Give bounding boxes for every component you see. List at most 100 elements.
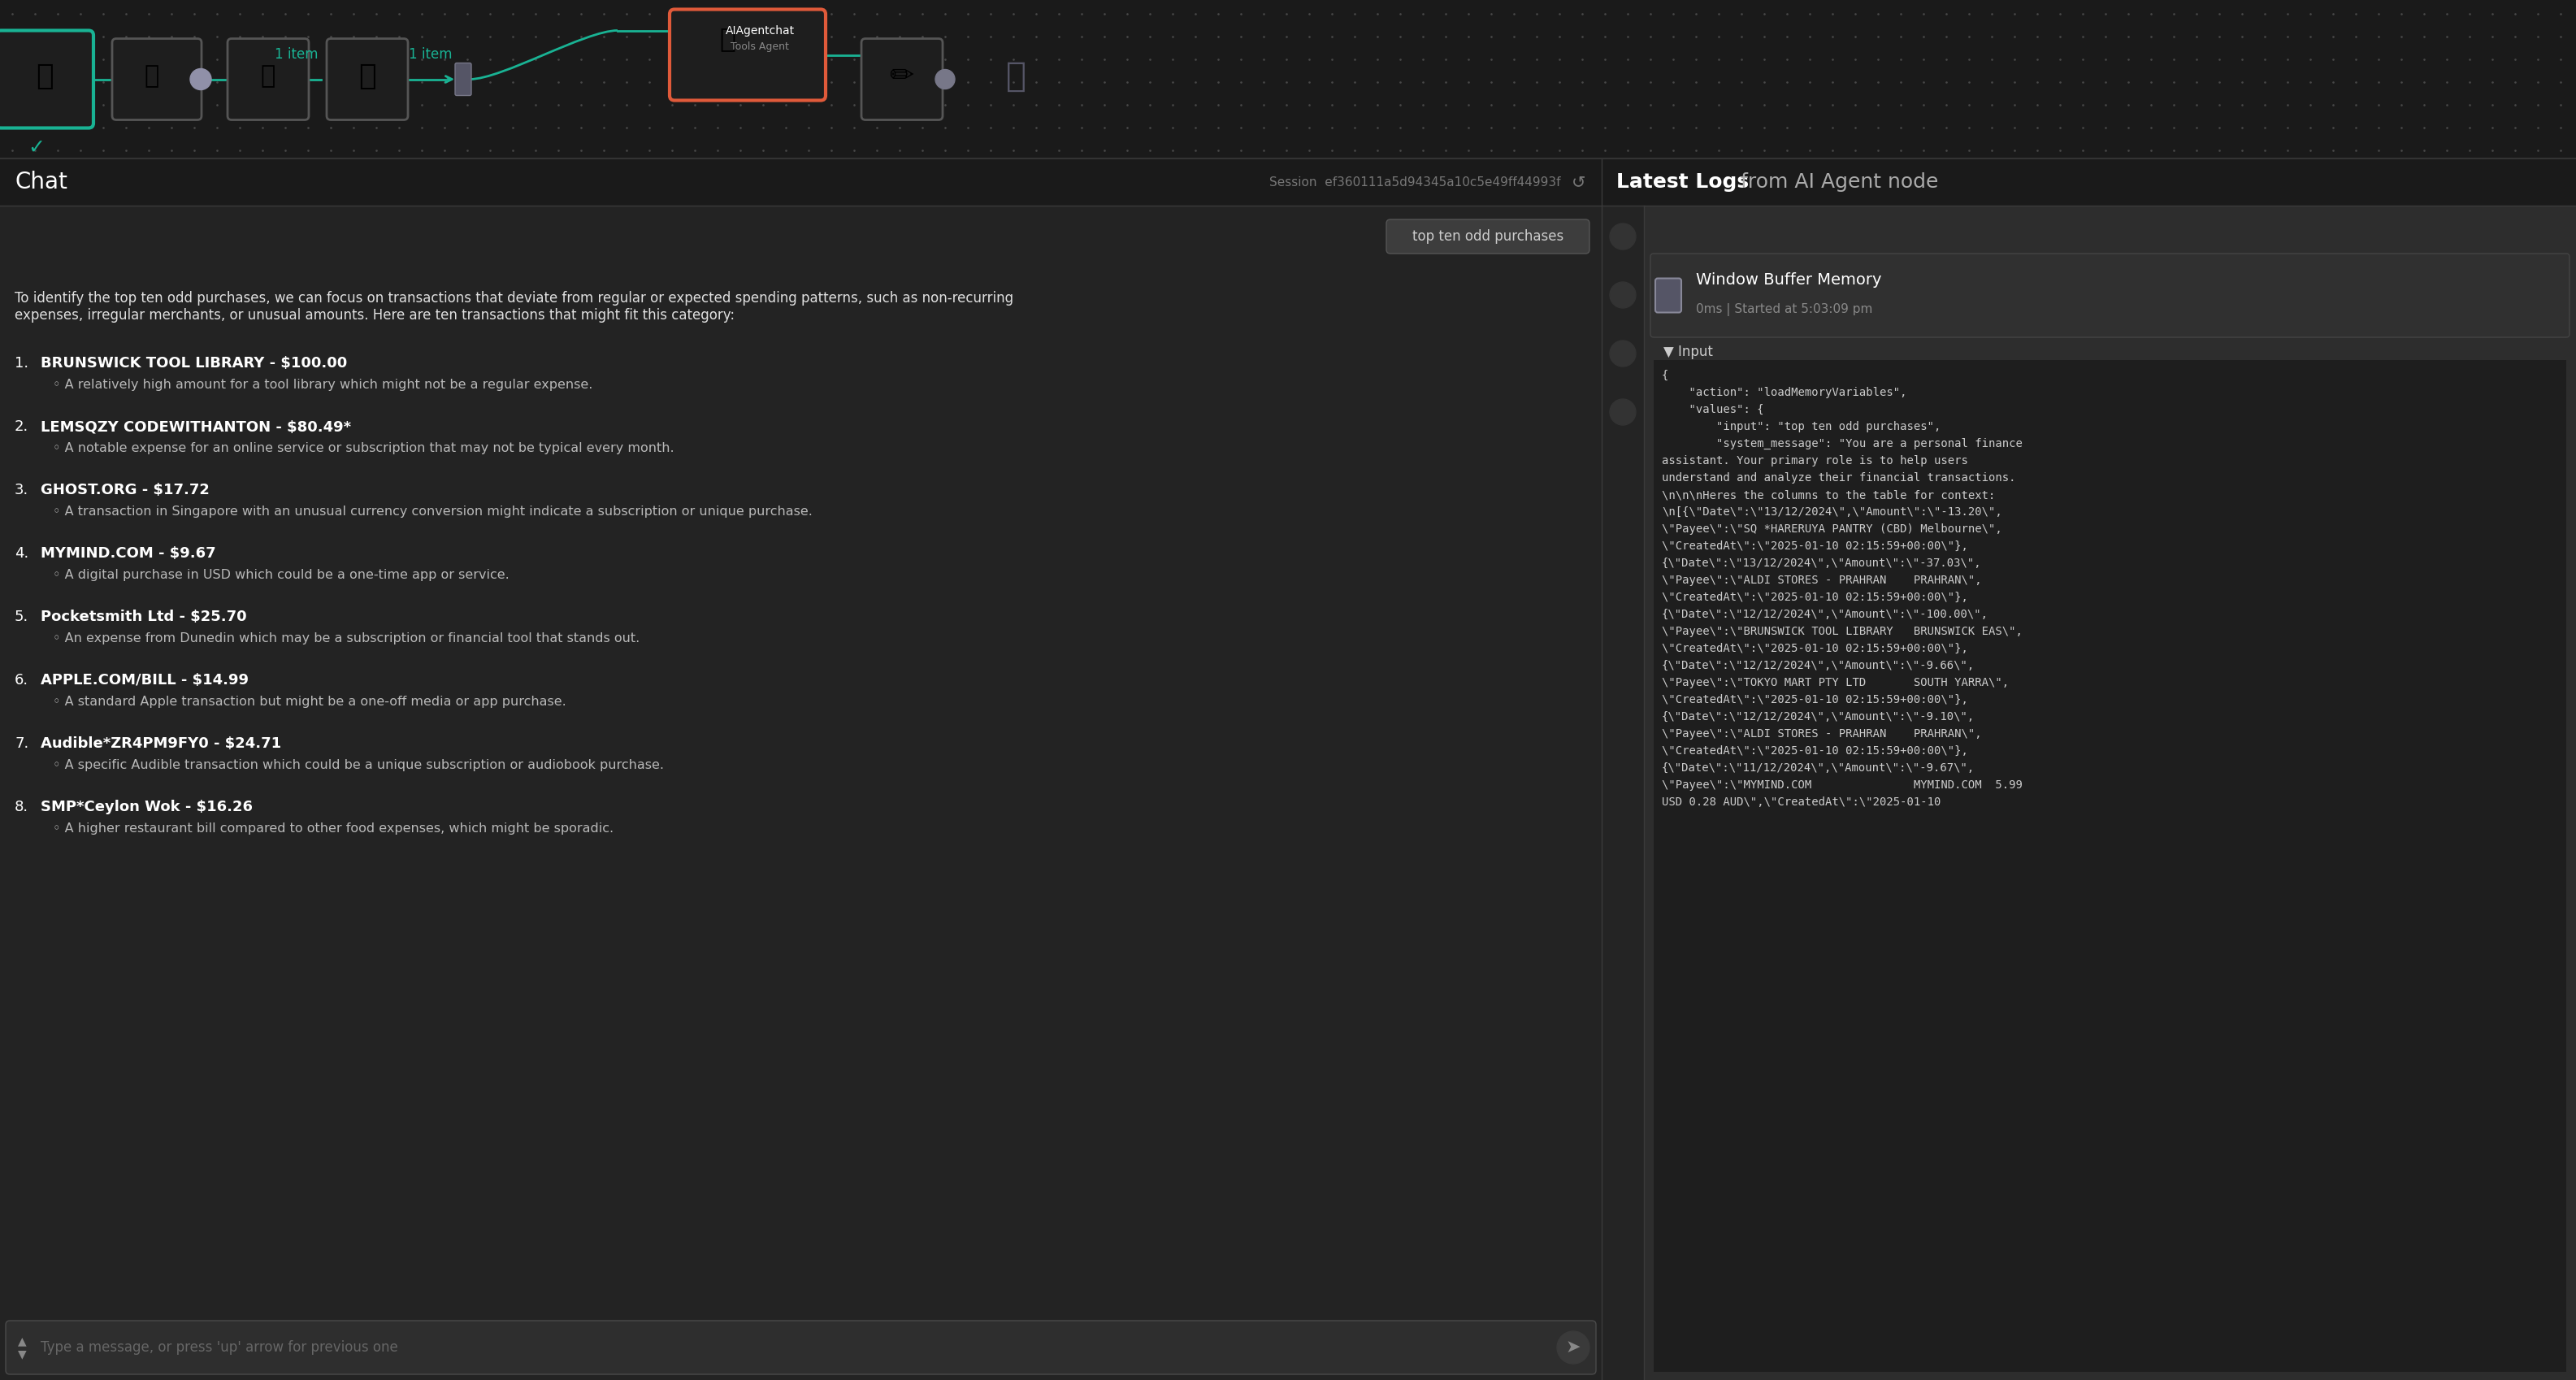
Text: Type a message, or press 'up' arrow for previous one: Type a message, or press 'up' arrow for … <box>41 1340 397 1355</box>
FancyBboxPatch shape <box>1602 159 2576 1380</box>
Text: 3.: 3. <box>15 483 28 497</box>
Text: from AI Agent node: from AI Agent node <box>1734 172 1937 192</box>
Text: ▼: ▼ <box>18 1348 26 1359</box>
Text: \"Payee\":\"BRUNSWICK TOOL LIBRARY   BRUNSWICK EAS\",: \"Payee\":\"BRUNSWICK TOOL LIBRARY BRUNS… <box>1662 625 2022 638</box>
Text: ◦ A digital purchase in USD which could be a one-time app or service.: ◦ A digital purchase in USD which could … <box>54 569 510 581</box>
Text: 🤖: 🤖 <box>719 25 734 52</box>
Text: Tools Agent: Tools Agent <box>732 41 788 52</box>
FancyBboxPatch shape <box>670 10 827 101</box>
Text: 8.: 8. <box>15 800 28 814</box>
Text: 🐛: 🐛 <box>358 62 376 90</box>
Text: AIAgentchat: AIAgentchat <box>726 25 793 36</box>
Text: 🔍: 🔍 <box>260 65 276 88</box>
Text: 0ms | Started at 5:03:09 pm: 0ms | Started at 5:03:09 pm <box>1695 304 1873 316</box>
FancyBboxPatch shape <box>5 1321 1597 1374</box>
Text: 🔍: 🔍 <box>144 65 160 88</box>
FancyBboxPatch shape <box>0 30 93 128</box>
Text: ◦ A relatively high amount for a tool library which might not be a regular expen: ◦ A relatively high amount for a tool li… <box>54 378 592 391</box>
Text: To identify the top ten odd purchases, we can focus on transactions that deviate: To identify the top ten odd purchases, w… <box>15 291 1012 323</box>
Text: \"CreatedAt\":\"2025-01-10 02:15:59+00:00\"},: \"CreatedAt\":\"2025-01-10 02:15:59+00:0… <box>1662 643 1968 654</box>
FancyBboxPatch shape <box>0 159 1602 1380</box>
Text: MYMIND.COM - $9.67: MYMIND.COM - $9.67 <box>41 546 216 560</box>
Text: 5.: 5. <box>15 610 28 624</box>
Text: Pocketsmith Ltd - $25.70: Pocketsmith Ltd - $25.70 <box>41 610 247 624</box>
Text: "values": {: "values": { <box>1662 404 1765 415</box>
Text: \"Payee\":\"SQ *HARERUYA PANTRY (CBD) Melbourne\",: \"Payee\":\"SQ *HARERUYA PANTRY (CBD) Me… <box>1662 523 2002 535</box>
FancyBboxPatch shape <box>1656 279 1682 312</box>
Text: BRUNSWICK TOOL LIBRARY - $100.00: BRUNSWICK TOOL LIBRARY - $100.00 <box>41 356 348 371</box>
Text: understand and analyze their financial transactions.: understand and analyze their financial t… <box>1662 472 2014 483</box>
Text: \n\n\nHeres the columns to the table for context:: \n\n\nHeres the columns to the table for… <box>1662 490 1996 501</box>
Text: ▲: ▲ <box>18 1336 26 1347</box>
Text: "system_message": "You are a personal finance: "system_message": "You are a personal fi… <box>1662 437 2022 450</box>
FancyBboxPatch shape <box>113 39 201 120</box>
Text: top ten odd purchases: top ten odd purchases <box>1412 229 1564 244</box>
Text: 2.: 2. <box>15 420 28 433</box>
FancyBboxPatch shape <box>1602 206 1643 1380</box>
FancyBboxPatch shape <box>0 159 1602 206</box>
Text: \"Payee\":\"TOKYO MART PTY LTD       SOUTH YARRA\",: \"Payee\":\"TOKYO MART PTY LTD SOUTH YAR… <box>1662 678 2009 689</box>
Text: 1 item: 1 item <box>276 47 319 61</box>
Text: "input": "top ten odd purchases",: "input": "top ten odd purchases", <box>1662 421 1940 432</box>
FancyBboxPatch shape <box>0 0 2576 159</box>
Text: {\"Date\":\"12/12/2024\",\"Amount\":\"-100.00\",: {\"Date\":\"12/12/2024\",\"Amount\":\"-1… <box>1662 609 1989 620</box>
Text: APPLE.COM/BILL - $14.99: APPLE.COM/BILL - $14.99 <box>41 673 250 687</box>
Text: \"Payee\":\"ALDI STORES - PRAHRAN    PRAHRAN\",: \"Payee\":\"ALDI STORES - PRAHRAN PRAHRA… <box>1662 574 1981 586</box>
Text: ◦ A specific Audible transaction which could be a unique subscription or audiobo: ◦ A specific Audible transaction which c… <box>54 759 665 771</box>
Text: \"CreatedAt\":\"2025-01-10 02:15:59+00:00\"},: \"CreatedAt\":\"2025-01-10 02:15:59+00:0… <box>1662 541 1968 552</box>
Text: assistant. Your primary role is to help users: assistant. Your primary role is to help … <box>1662 455 1968 466</box>
Text: ◦ A higher restaurant bill compared to other food expenses, which might be spora: ◦ A higher restaurant bill compared to o… <box>54 822 613 835</box>
Circle shape <box>1610 224 1636 250</box>
Text: Session  ef360111a5d94345a10c5e49ff44993f: Session ef360111a5d94345a10c5e49ff44993f <box>1270 177 1561 188</box>
FancyBboxPatch shape <box>1602 159 2576 206</box>
Text: Window Buffer Memory: Window Buffer Memory <box>1695 272 1880 287</box>
FancyBboxPatch shape <box>327 39 407 120</box>
Circle shape <box>1610 399 1636 425</box>
Text: ◦ A notable expense for an online service or subscription that may not be typica: ◦ A notable expense for an online servic… <box>54 442 675 454</box>
Text: {\"Date\":\"13/12/2024\",\"Amount\":\"-37.03\",: {\"Date\":\"13/12/2024\",\"Amount\":\"-3… <box>1662 558 1981 569</box>
Text: "action": "loadMemoryVariables",: "action": "loadMemoryVariables", <box>1662 386 1906 399</box>
Text: ✓: ✓ <box>28 138 46 157</box>
FancyBboxPatch shape <box>456 63 471 95</box>
Circle shape <box>1610 341 1636 367</box>
FancyBboxPatch shape <box>227 39 309 120</box>
Text: \"CreatedAt\":\"2025-01-10 02:15:59+00:00\"},: \"CreatedAt\":\"2025-01-10 02:15:59+00:0… <box>1662 745 1968 756</box>
Text: ➤: ➤ <box>1566 1340 1582 1355</box>
Text: {\"Date\":\"12/12/2024\",\"Amount\":\"-9.10\",: {\"Date\":\"12/12/2024\",\"Amount\":\"-9… <box>1662 711 1976 723</box>
Text: 4.: 4. <box>15 546 28 560</box>
Text: SMP*Ceylon Wok - $16.26: SMP*Ceylon Wok - $16.26 <box>41 800 252 814</box>
Text: {\"Date\":\"12/12/2024\",\"Amount\":\"-9.66\",: {\"Date\":\"12/12/2024\",\"Amount\":\"-9… <box>1662 660 1976 671</box>
Circle shape <box>191 69 211 90</box>
Circle shape <box>1610 282 1636 308</box>
Text: ◦ A transaction in Singapore with an unusual currency conversion might indicate : ◦ A transaction in Singapore with an unu… <box>54 505 811 518</box>
FancyBboxPatch shape <box>1651 254 2568 337</box>
Text: \"Payee\":\"MYMIND.COM               MYMIND.COM  5.99: \"Payee\":\"MYMIND.COM MYMIND.COM 5.99 <box>1662 780 2022 791</box>
Text: 🌐: 🌐 <box>36 62 54 90</box>
Text: \"Payee\":\"ALDI STORES - PRAHRAN    PRAHRAN\",: \"Payee\":\"ALDI STORES - PRAHRAN PRAHRA… <box>1662 729 1981 740</box>
FancyBboxPatch shape <box>1386 219 1589 254</box>
Text: LEMSQZY CODEWITHANTON - $80.49*: LEMSQZY CODEWITHANTON - $80.49* <box>41 420 350 433</box>
FancyBboxPatch shape <box>860 39 943 120</box>
Circle shape <box>1556 1332 1589 1363</box>
Text: GHOST.ORG - $17.72: GHOST.ORG - $17.72 <box>41 483 209 497</box>
Text: Chat: Chat <box>15 171 67 193</box>
Text: \n[{\"Date\":\"13/12/2024\",\"Amount\":\"-13.20\",: \n[{\"Date\":\"13/12/2024\",\"Amount\":\… <box>1662 506 2002 518</box>
Text: \"CreatedAt\":\"2025-01-10 02:15:59+00:00\"},: \"CreatedAt\":\"2025-01-10 02:15:59+00:0… <box>1662 592 1968 603</box>
FancyBboxPatch shape <box>1654 360 2566 1372</box>
Text: ◦ An expense from Dunedin which may be a subscription or financial tool that sta: ◦ An expense from Dunedin which may be a… <box>54 632 639 644</box>
Text: 1 item: 1 item <box>410 47 453 61</box>
Text: 7.: 7. <box>15 737 28 751</box>
Circle shape <box>935 69 956 88</box>
Text: {: { <box>1662 370 1669 381</box>
Text: 6.: 6. <box>15 673 28 687</box>
Text: 1.: 1. <box>15 356 28 371</box>
Text: ◦ A standard Apple transaction but might be a one-off media or app purchase.: ◦ A standard Apple transaction but might… <box>54 696 567 708</box>
Text: ▼ Input: ▼ Input <box>1664 345 1713 359</box>
Text: \"CreatedAt\":\"2025-01-10 02:15:59+00:00\"},: \"CreatedAt\":\"2025-01-10 02:15:59+00:0… <box>1662 694 1968 705</box>
Text: USD 0.28 AUD\",\"CreatedAt\":\"2025-01-10: USD 0.28 AUD\",\"CreatedAt\":\"2025-01-1… <box>1662 796 1940 807</box>
Text: ✏️: ✏️ <box>889 62 914 90</box>
Text: {\"Date\":\"11/12/2024\",\"Amount\":\"-9.67\",: {\"Date\":\"11/12/2024\",\"Amount\":\"-9… <box>1662 762 1976 774</box>
Text: Audible*ZR4PM9FY0 - $24.71: Audible*ZR4PM9FY0 - $24.71 <box>41 737 281 751</box>
Text: ↺: ↺ <box>1571 174 1584 190</box>
Text: ➕: ➕ <box>1005 59 1025 92</box>
